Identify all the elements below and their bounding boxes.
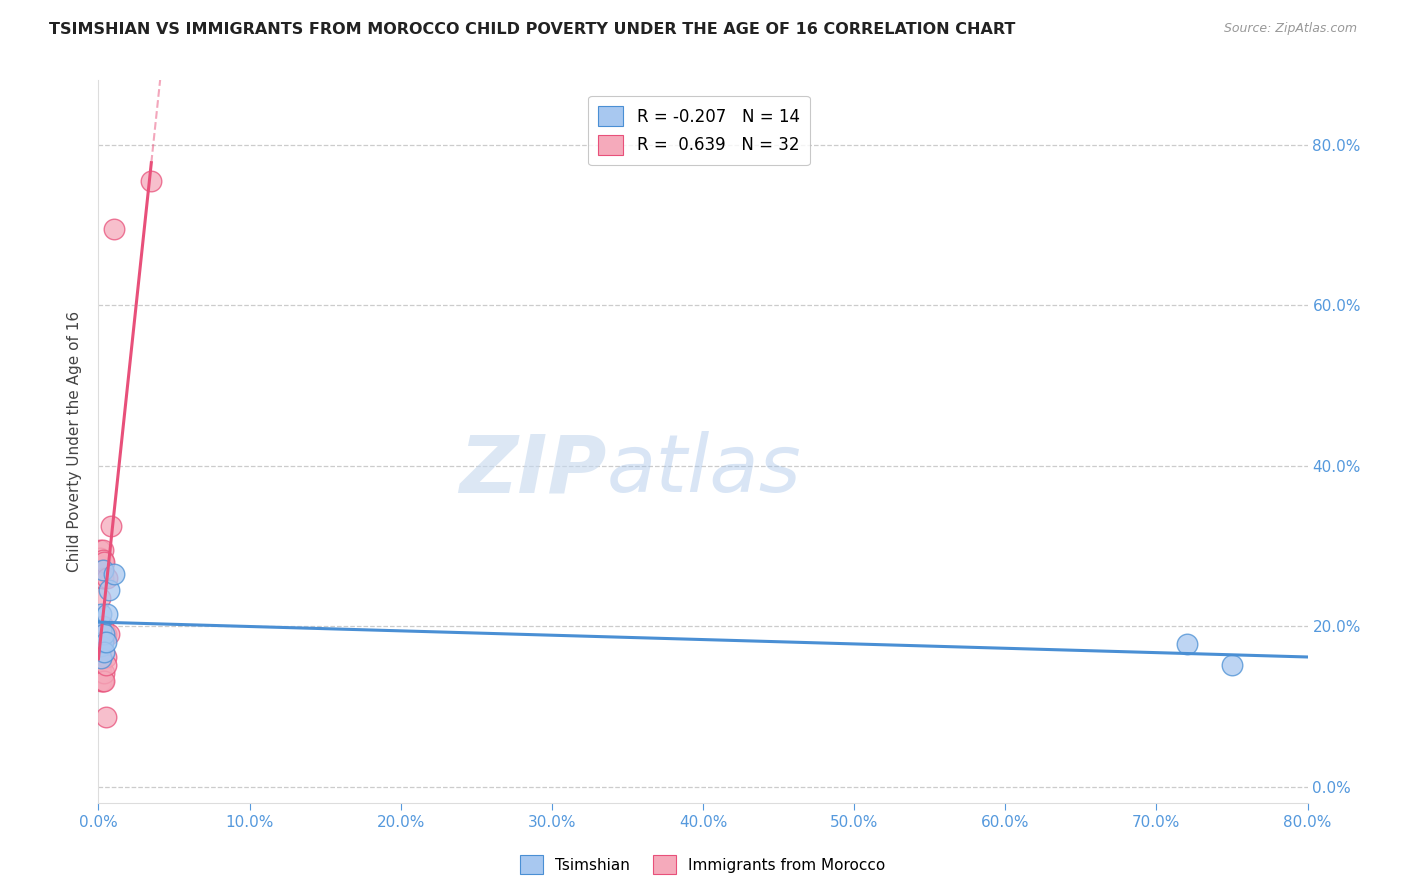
Point bbox=[93, 627, 115, 641]
Legend: R = -0.207   N = 14, R =  0.639   N = 32: R = -0.207 N = 14, R = 0.639 N = 32 bbox=[588, 95, 810, 165]
Point bbox=[91, 635, 114, 649]
Point bbox=[96, 607, 118, 621]
Text: TSIMSHIAN VS IMMIGRANTS FROM MOROCCO CHILD POVERTY UNDER THE AGE OF 16 CORRELATI: TSIMSHIAN VS IMMIGRANTS FROM MOROCCO CHI… bbox=[49, 22, 1015, 37]
Point bbox=[90, 623, 112, 637]
Point bbox=[100, 518, 122, 533]
Point bbox=[90, 627, 112, 641]
Point bbox=[1175, 637, 1198, 651]
Point bbox=[103, 567, 125, 582]
Point bbox=[90, 649, 112, 664]
Point bbox=[91, 571, 114, 585]
Point bbox=[93, 673, 115, 688]
Point bbox=[141, 173, 163, 187]
Point bbox=[98, 583, 121, 598]
Point bbox=[90, 651, 112, 665]
Point bbox=[91, 619, 114, 633]
Y-axis label: Child Poverty Under the Age of 16: Child Poverty Under the Age of 16 bbox=[67, 311, 83, 572]
Point bbox=[94, 710, 117, 724]
Point bbox=[91, 563, 114, 577]
Point bbox=[91, 563, 114, 577]
Point bbox=[93, 627, 115, 641]
Point bbox=[96, 571, 118, 585]
Point bbox=[89, 558, 111, 573]
Point bbox=[93, 555, 115, 569]
Point bbox=[103, 221, 125, 235]
Point bbox=[90, 641, 112, 656]
Point bbox=[90, 665, 112, 680]
Point bbox=[90, 633, 112, 648]
Point bbox=[90, 657, 112, 672]
Point bbox=[89, 542, 111, 557]
Point bbox=[89, 627, 111, 641]
Point bbox=[94, 635, 117, 649]
Point bbox=[91, 542, 114, 557]
Text: atlas: atlas bbox=[606, 432, 801, 509]
Point bbox=[94, 657, 117, 672]
Point bbox=[91, 673, 114, 688]
Point bbox=[90, 673, 112, 688]
Point bbox=[94, 649, 117, 664]
Point bbox=[90, 607, 112, 621]
Text: ZIP: ZIP bbox=[458, 432, 606, 509]
Point bbox=[91, 553, 114, 567]
Point bbox=[94, 627, 117, 641]
Point bbox=[91, 627, 114, 641]
Point bbox=[89, 551, 111, 566]
Point bbox=[1220, 657, 1243, 672]
Legend: Tsimshian, Immigrants from Morocco: Tsimshian, Immigrants from Morocco bbox=[515, 849, 891, 880]
Point bbox=[93, 665, 115, 680]
Point bbox=[98, 627, 121, 641]
Point bbox=[93, 645, 115, 659]
Point bbox=[90, 639, 112, 653]
Text: Source: ZipAtlas.com: Source: ZipAtlas.com bbox=[1223, 22, 1357, 36]
Point bbox=[89, 591, 111, 606]
